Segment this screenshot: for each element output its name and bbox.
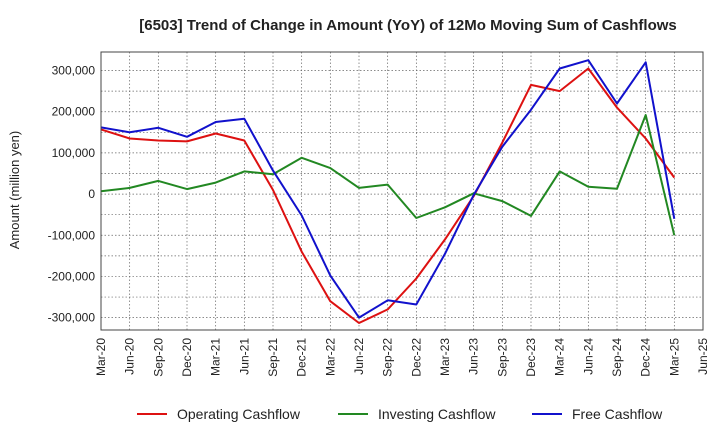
- x-tick-label: Sep-24: [610, 338, 624, 377]
- series-lines: [100, 59, 676, 324]
- grid-lines: [100, 52, 704, 330]
- y-tick-label: 100,000: [52, 146, 96, 160]
- plot-frame: [100, 51, 704, 331]
- legend-label: Investing Cashflow: [378, 406, 496, 422]
- y-tick-label: -200,000: [48, 269, 96, 283]
- legend-item-free: Free Cashflow: [532, 406, 663, 422]
- x-tick-label: Jun-21: [237, 338, 251, 375]
- x-tick-label: Dec-24: [639, 338, 653, 377]
- x-tick-label: Dec-20: [180, 338, 194, 377]
- x-tick-label: Jun-24: [581, 338, 595, 375]
- x-tick-label: Mar-23: [438, 338, 452, 376]
- y-tick-label: -300,000: [48, 311, 96, 325]
- x-tick-label: Mar-20: [94, 338, 108, 376]
- x-tick-label: Jun-25: [696, 338, 710, 375]
- x-tick-label: Dec-21: [295, 338, 309, 377]
- series-line-operating: [100, 67, 676, 324]
- x-tick-label: Sep-20: [151, 338, 165, 377]
- x-tick-label: Mar-21: [209, 338, 223, 376]
- x-tick-label: Sep-21: [266, 338, 280, 377]
- legend: Operating Cashflow Investing Cashflow Free…: [137, 406, 663, 422]
- y-axis-label: Amount (million yen): [7, 131, 22, 250]
- x-tick-label: Jun-22: [352, 338, 366, 375]
- x-tick-label: Sep-22: [381, 338, 395, 377]
- series-line-investing: [100, 114, 676, 236]
- x-tick-label: Mar-22: [323, 338, 337, 376]
- x-tick-label: Mar-24: [553, 338, 567, 376]
- y-tick-label: -100,000: [48, 228, 96, 242]
- x-tick-label: Dec-22: [409, 338, 423, 377]
- legend-item-investing: Investing Cashflow: [338, 406, 496, 422]
- x-tick-label: Dec-23: [524, 338, 538, 377]
- series-line-free: [100, 59, 676, 319]
- legend-label: Operating Cashflow: [177, 406, 301, 422]
- y-tick-label: 300,000: [52, 64, 96, 78]
- x-tick-label: Jun-23: [467, 338, 481, 375]
- legend-label: Free Cashflow: [572, 406, 663, 422]
- x-tick-label: Sep-23: [495, 338, 509, 377]
- x-tick-label: Mar-25: [667, 338, 681, 376]
- legend-item-operating: Operating Cashflow: [137, 406, 301, 422]
- y-tick-label: 0: [88, 187, 95, 201]
- y-tick-label: 200,000: [52, 105, 96, 119]
- axis-ticks: Mar-20 Jun-20 Sep-20 Dec-20 Mar-21 Jun-21 Sep-…: [48, 64, 710, 377]
- x-tick-label: Jun-20: [123, 338, 137, 375]
- chart-title: [6503] Trend of Change in Amount (YoY) o…: [139, 17, 677, 34]
